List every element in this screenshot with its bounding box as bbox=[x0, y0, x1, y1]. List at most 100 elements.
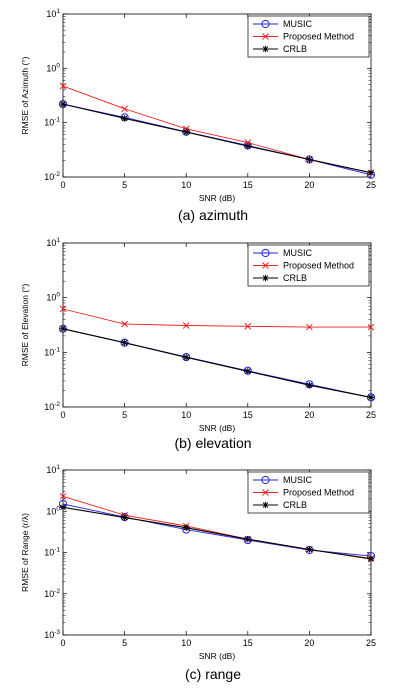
legend-label: Proposed Method bbox=[283, 32, 354, 42]
data-point-circle bbox=[261, 248, 270, 258]
marker-stroke bbox=[60, 504, 66, 511]
y-tick-label: 101 bbox=[46, 8, 60, 19]
marker-stroke bbox=[368, 169, 374, 176]
y-tick-label: 100 bbox=[46, 292, 60, 303]
data-point-star bbox=[244, 142, 251, 150]
y-tick-label: 10-2 bbox=[44, 401, 60, 412]
x-tick-label: 0 bbox=[60, 180, 65, 190]
marker-stroke bbox=[262, 262, 269, 269]
data-point-circle bbox=[182, 352, 191, 362]
legend-entry: Proposed Method bbox=[253, 32, 354, 42]
data-point-star bbox=[244, 536, 251, 543]
data-point-star bbox=[121, 339, 128, 346]
data-point-star bbox=[306, 546, 313, 553]
x-tick-label: 25 bbox=[366, 180, 376, 190]
y-axis-label: RMSE of Range (r/λ) bbox=[20, 513, 30, 592]
series-proposed-method bbox=[59, 305, 375, 331]
data-point-star bbox=[183, 524, 190, 531]
x-tick-label: 15 bbox=[243, 180, 253, 190]
marker-stroke bbox=[262, 33, 269, 40]
marker-stroke bbox=[182, 125, 190, 133]
panel-caption: (a) azimuth bbox=[178, 207, 248, 223]
x-tick-label: 20 bbox=[304, 180, 314, 190]
data-point-x bbox=[306, 323, 313, 331]
data-point-star bbox=[367, 555, 375, 563]
marker-stroke bbox=[245, 143, 251, 149]
marker-stroke bbox=[183, 524, 189, 531]
marker-stroke bbox=[245, 368, 251, 375]
x-tick-label: 15 bbox=[243, 638, 253, 648]
data-point-star bbox=[183, 354, 190, 361]
x-tick-label: 25 bbox=[366, 410, 376, 420]
legend-label: MUSIC bbox=[283, 248, 313, 258]
data-point-star bbox=[244, 368, 251, 375]
x-tick-label: 15 bbox=[243, 410, 253, 420]
legend-label: Proposed Method bbox=[283, 261, 354, 271]
data-point-star bbox=[306, 156, 313, 163]
legend-label: CRLB bbox=[283, 500, 307, 510]
x-tick-label: 5 bbox=[122, 410, 127, 420]
data-point-x bbox=[121, 320, 128, 328]
x-axis-label: SNR (dB) bbox=[199, 193, 236, 203]
y-tick-label: 100 bbox=[46, 62, 60, 73]
data-point-star bbox=[121, 514, 128, 521]
legend-label: MUSIC bbox=[283, 475, 313, 485]
data-point-star bbox=[262, 501, 269, 509]
y-tick-label: 10-1 bbox=[44, 346, 60, 357]
panel-caption: (b) elevation bbox=[174, 435, 251, 451]
marker-stroke bbox=[262, 502, 269, 508]
legend-label: CRLB bbox=[283, 44, 307, 54]
y-tick-label: 101 bbox=[46, 464, 60, 475]
marker-stroke bbox=[367, 323, 375, 331]
marker-stroke bbox=[262, 46, 269, 52]
marker-stroke bbox=[121, 320, 128, 328]
marker-stroke bbox=[121, 514, 128, 521]
y-tick-label: 10-2 bbox=[44, 588, 60, 599]
data-point-star bbox=[59, 325, 67, 332]
data-point-circle bbox=[58, 324, 68, 333]
series-line bbox=[62, 308, 371, 328]
chart-panel-3: 0 5 10 15 20 25 10-3 10-2 10-1 100 101 SNR (dB) RMSE… bbox=[20, 464, 376, 682]
x-tick-label: 25 bbox=[366, 638, 376, 648]
series-line bbox=[62, 103, 372, 174]
data-point-x bbox=[367, 323, 375, 331]
legend-label: CRLB bbox=[283, 273, 307, 283]
x-axis-label: SNR (dB) bbox=[199, 423, 236, 433]
x-tick-label: 5 bbox=[122, 180, 127, 190]
y-tick-label: 10-1 bbox=[44, 117, 60, 128]
x-tick-label: 0 bbox=[60, 410, 65, 420]
marker-stroke bbox=[306, 546, 313, 553]
legend-entry: CRLB bbox=[253, 44, 307, 54]
legend: MUSIC Proposed Method CRLB bbox=[247, 244, 370, 287]
data-point-x bbox=[244, 322, 252, 330]
data-point-star bbox=[121, 115, 128, 122]
marker-stroke bbox=[59, 492, 67, 500]
data-point-star bbox=[367, 169, 375, 176]
marker-stroke bbox=[368, 394, 374, 401]
y-tick-label: 10-1 bbox=[44, 547, 60, 558]
legend-entry: MUSIC bbox=[253, 19, 313, 29]
marker-stroke bbox=[306, 382, 313, 388]
data-point-circle bbox=[58, 99, 68, 109]
series-line bbox=[62, 328, 372, 398]
x-tick-label: 20 bbox=[304, 638, 314, 648]
y-tick-label: 101 bbox=[46, 237, 60, 248]
marker-stroke bbox=[59, 305, 67, 313]
marker-stroke bbox=[121, 339, 128, 346]
legend-label: Proposed Method bbox=[283, 488, 354, 498]
data-point-star bbox=[262, 45, 269, 53]
marker-stroke bbox=[121, 115, 128, 122]
y-axis-label: RMSE of Elevation (°) bbox=[20, 283, 30, 366]
marker-stroke bbox=[262, 489, 269, 496]
data-point-x bbox=[59, 492, 67, 500]
series-crlb bbox=[59, 100, 375, 176]
marker-stroke bbox=[368, 556, 374, 562]
legend-entry: MUSIC bbox=[253, 248, 313, 258]
y-tick-label: 10-3 bbox=[44, 629, 60, 640]
data-point-circle bbox=[366, 393, 376, 402]
marker-stroke bbox=[183, 354, 189, 361]
data-point-x bbox=[262, 489, 269, 496]
x-axis-label: SNR (dB) bbox=[199, 651, 236, 661]
data-point-x bbox=[121, 105, 128, 113]
